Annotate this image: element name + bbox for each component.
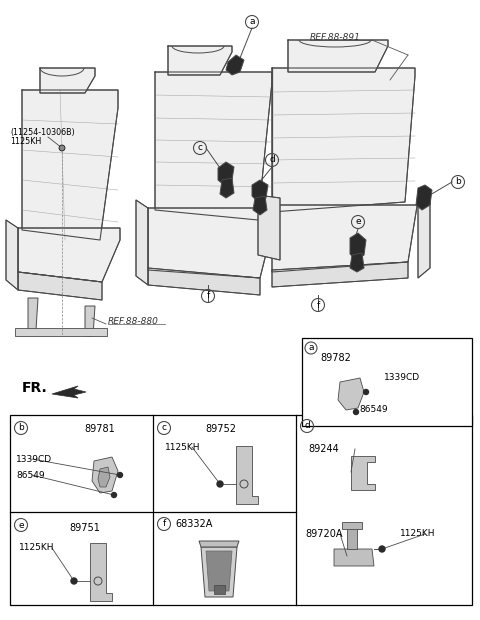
- Circle shape: [353, 409, 359, 415]
- Polygon shape: [22, 90, 118, 240]
- Polygon shape: [85, 306, 95, 336]
- Polygon shape: [18, 272, 102, 300]
- Text: 1125KH: 1125KH: [400, 529, 435, 539]
- FancyBboxPatch shape: [214, 585, 225, 593]
- Polygon shape: [347, 526, 357, 549]
- Circle shape: [71, 578, 77, 584]
- Text: f: f: [316, 301, 320, 309]
- Text: REF.88-891: REF.88-891: [310, 33, 361, 43]
- Polygon shape: [18, 228, 120, 282]
- Text: 89752: 89752: [205, 424, 236, 434]
- Polygon shape: [342, 522, 362, 529]
- Polygon shape: [206, 551, 232, 591]
- Text: 89244: 89244: [308, 444, 339, 454]
- Polygon shape: [168, 46, 232, 75]
- Polygon shape: [272, 262, 408, 287]
- Circle shape: [118, 472, 122, 477]
- Text: 1125KH: 1125KH: [165, 443, 201, 451]
- Text: d: d: [304, 422, 310, 430]
- Polygon shape: [272, 200, 418, 272]
- Polygon shape: [236, 446, 258, 504]
- Polygon shape: [40, 68, 95, 93]
- Polygon shape: [334, 549, 374, 566]
- Text: f: f: [206, 291, 210, 301]
- Circle shape: [217, 481, 223, 487]
- Polygon shape: [52, 386, 86, 398]
- Text: 1125KH: 1125KH: [10, 136, 41, 146]
- FancyBboxPatch shape: [10, 415, 472, 605]
- Polygon shape: [258, 195, 280, 260]
- Polygon shape: [136, 200, 148, 285]
- FancyBboxPatch shape: [15, 328, 107, 336]
- Text: (11254-10306B): (11254-10306B): [10, 128, 75, 136]
- Polygon shape: [28, 298, 38, 330]
- Text: 89751: 89751: [69, 523, 100, 533]
- Text: 89781: 89781: [84, 424, 115, 434]
- Circle shape: [59, 145, 65, 151]
- Polygon shape: [272, 68, 415, 212]
- Circle shape: [111, 492, 117, 497]
- Polygon shape: [92, 457, 118, 493]
- Text: 1339CD: 1339CD: [16, 454, 52, 464]
- Polygon shape: [350, 253, 364, 272]
- Circle shape: [379, 546, 385, 552]
- Text: 68332A: 68332A: [175, 519, 212, 529]
- Polygon shape: [148, 268, 260, 295]
- Text: a: a: [308, 343, 314, 353]
- Polygon shape: [98, 467, 110, 487]
- Text: 89782: 89782: [320, 353, 351, 363]
- Polygon shape: [199, 541, 239, 547]
- Text: c: c: [161, 423, 167, 433]
- Polygon shape: [252, 180, 268, 202]
- Polygon shape: [218, 162, 234, 185]
- Polygon shape: [350, 233, 366, 260]
- Text: f: f: [162, 520, 166, 528]
- Text: 89720A: 89720A: [305, 529, 343, 539]
- Polygon shape: [148, 208, 275, 278]
- Polygon shape: [90, 543, 112, 601]
- Polygon shape: [6, 220, 18, 290]
- Text: d: d: [269, 156, 275, 164]
- Polygon shape: [155, 72, 272, 220]
- Polygon shape: [338, 378, 364, 410]
- Text: 1339CD: 1339CD: [384, 373, 420, 383]
- Text: c: c: [197, 143, 203, 153]
- Text: b: b: [455, 177, 461, 187]
- Polygon shape: [201, 547, 237, 597]
- FancyBboxPatch shape: [302, 338, 472, 426]
- Text: FR.: FR.: [22, 381, 48, 395]
- Text: e: e: [18, 521, 24, 529]
- Polygon shape: [226, 55, 244, 75]
- Text: e: e: [355, 218, 361, 226]
- Text: REF.88-880: REF.88-880: [108, 317, 159, 327]
- Polygon shape: [416, 185, 432, 210]
- Polygon shape: [288, 40, 388, 72]
- Text: 86549: 86549: [16, 471, 45, 479]
- Text: b: b: [18, 423, 24, 433]
- Polygon shape: [418, 192, 430, 278]
- Polygon shape: [253, 196, 267, 215]
- Polygon shape: [351, 456, 375, 490]
- Text: 86549: 86549: [359, 405, 388, 415]
- Circle shape: [363, 389, 369, 394]
- Text: a: a: [249, 17, 255, 27]
- Polygon shape: [220, 178, 234, 198]
- Text: 1125KH: 1125KH: [19, 544, 55, 552]
